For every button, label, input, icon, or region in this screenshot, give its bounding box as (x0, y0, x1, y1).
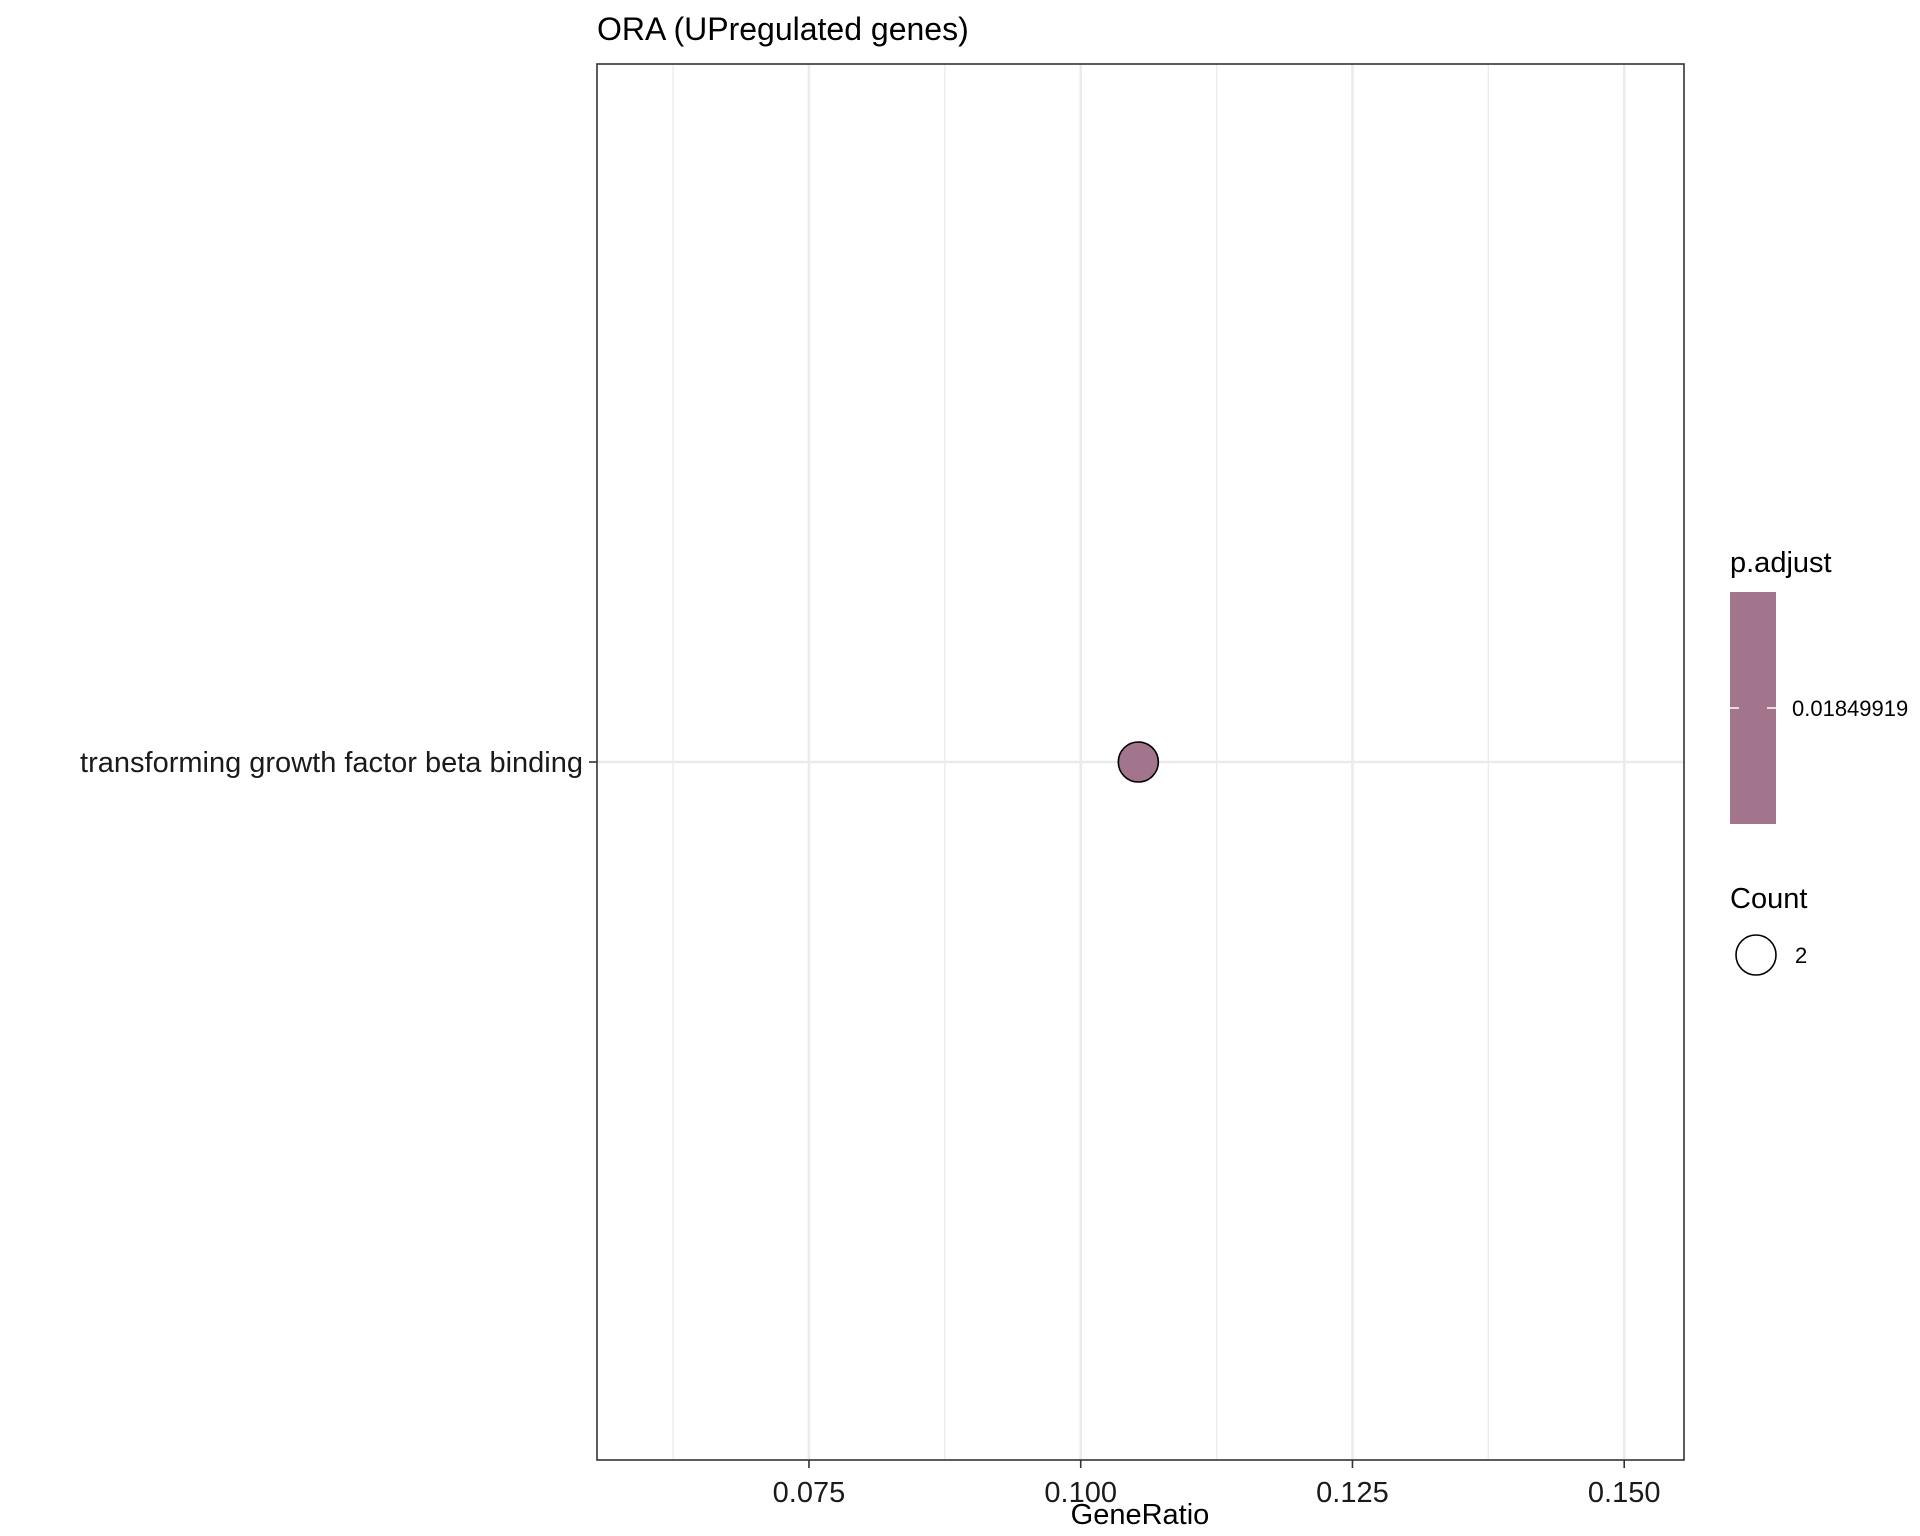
legend-color-label: 0.01849919 (1792, 696, 1908, 721)
data-point-0 (1117, 741, 1160, 783)
chart-title: ORA (UPregulated genes) (597, 11, 969, 47)
legend-size-title: Count (1730, 883, 1807, 915)
x-axis-ticks: 0.075 0.100 0.125 0.150 (773, 1460, 1661, 1509)
x-tick-label-3: 0.150 (1588, 1477, 1661, 1509)
data-points (1117, 741, 1160, 783)
x-tick-label-0: 0.075 (773, 1477, 846, 1509)
y-tick-label-0: transforming growth factor beta binding (80, 747, 583, 779)
legend-p-adjust: p.adjust 0.01849919 (1730, 547, 1908, 824)
major-gridlines (597, 64, 1684, 1460)
x-axis-label: GeneRatio (1071, 1499, 1210, 1531)
x-tick-label-2: 0.125 (1316, 1477, 1389, 1509)
legend-size-label: 2 (1795, 943, 1807, 968)
x-tick-label-1: 0.100 (1044, 1477, 1117, 1509)
y-axis-ticks: transforming growth factor beta binding (80, 747, 597, 779)
legend-size-key-circle (1735, 934, 1777, 976)
legend-color-title: p.adjust (1730, 547, 1832, 579)
legend-count: Count 2 (1730, 883, 1807, 976)
